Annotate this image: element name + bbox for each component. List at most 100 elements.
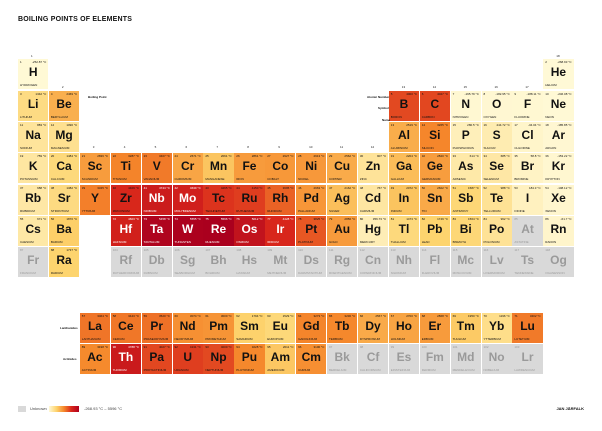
unknown-swatch	[18, 406, 26, 412]
element-name: EINSTEINIUM	[390, 368, 411, 373]
boiling-point: 2567 °C	[375, 314, 387, 318]
element-symbol: Mg	[55, 128, 73, 142]
lanthanides-label: Lanthanides	[60, 326, 78, 330]
element-name: TECHNETIUM	[205, 209, 226, 214]
element-symbol: Es	[396, 350, 412, 364]
element-cell-am: 95 2011 °C Am AMERICIUM	[265, 344, 296, 375]
atomic-number: 96	[298, 345, 302, 349]
element-cell-br: 35 58.8 °C Br BROMINE	[512, 153, 543, 184]
element-symbol: Mc	[457, 253, 475, 267]
element-symbol: Mo	[178, 191, 197, 205]
element-cell-he: 2 -268.93 °C He HELIUM	[543, 59, 574, 90]
boiling-point: 1196 °C	[499, 314, 510, 318]
unknown-label: Unknown	[30, 406, 47, 411]
element-name: GALLIUM	[390, 177, 404, 182]
element-cell-sb: 51 1587 °C Sb ANTIMONY	[450, 185, 481, 216]
element-symbol: Ni	[305, 159, 318, 173]
element-cell-re: 75 5596 °C Re RHENIUM	[203, 216, 234, 247]
boiling-point: -252.87 °C	[31, 60, 47, 64]
boiling-point: 3402 °C	[529, 314, 541, 318]
atomic-number: 40	[112, 186, 117, 190]
element-cell-ho: 67 2700 °C Ho HOLMIUM	[388, 313, 420, 344]
element-symbol: Ru	[241, 191, 258, 205]
element-name: ASTATINE	[514, 240, 529, 245]
element-cell-cn: 112 Cn COPERNICIUM	[357, 247, 389, 278]
element-cell-tb: 65 3230 °C Tb TERBIUM	[327, 313, 358, 344]
element-cell-y: 39 3345 °C Y YTTRIUM	[79, 185, 111, 216]
element-symbol: Md	[457, 350, 475, 364]
element-cell-k: 19 759 °C K POTASSIUM	[18, 153, 49, 184]
element-cell-si: 14 3265 °C Si SILICON	[419, 122, 450, 153]
atomic-number: 28	[298, 154, 302, 158]
atomic-number: 73	[143, 217, 147, 221]
element-name: LAWRENCIUM	[514, 368, 535, 373]
element-name: SELENIUM	[483, 177, 499, 182]
element-cell-th: 90 4788 °C Th THORIUM	[110, 344, 141, 375]
atomic-number: 116	[483, 248, 489, 252]
atomic-number: 70	[483, 314, 487, 318]
element-cell-pm: 61 3000 °C Pm PROMETHIUM	[203, 313, 234, 344]
element-cell-lu: 71 3402 °C Lu LUTETIUM	[512, 313, 543, 344]
element-name: GERMANIUM	[421, 177, 441, 182]
atomic-number: 109	[267, 248, 273, 252]
atomic-number: 104	[112, 248, 118, 252]
key-atomic-number: Atomic Number	[367, 95, 390, 99]
group-number: 2	[61, 85, 64, 89]
element-cell-mc: 115 Mc MOSCOVIUM	[450, 247, 481, 278]
boiling-point: 2861 °C	[251, 154, 263, 158]
atomic-number: 78	[298, 217, 302, 221]
element-symbol: He	[550, 65, 567, 79]
element-cell-f: 9 -188.11 °C F FLUORINE	[512, 91, 543, 122]
element-cell-se: 34 685 °C Se SELENIUM	[481, 153, 512, 184]
element-symbol: Lu	[520, 319, 535, 333]
atomic-number: 10	[545, 92, 549, 96]
atomic-number: 2	[545, 60, 547, 64]
key-symbol: Symbol	[378, 106, 389, 110]
element-symbol: Fl	[429, 253, 441, 267]
atomic-number: 99	[390, 345, 395, 349]
boiling-point: 2700 °C	[406, 314, 418, 318]
atomic-number: 4	[50, 92, 53, 96]
atomic-number: 1	[20, 60, 22, 64]
atomic-number: 103	[514, 345, 520, 349]
key-boiling-point: Boiling Point	[88, 95, 107, 99]
element-symbol: Kr	[551, 159, 566, 173]
group-number: 13	[401, 85, 406, 89]
element-symbol: Sc	[87, 159, 103, 173]
element-cell-pa: 91 4027 °C Pa PROTACTINIUM	[141, 344, 172, 375]
element-cell-lv: 116 Lv LIVERMORIUM	[481, 247, 512, 278]
boiling-point: 4639 °C	[189, 186, 201, 190]
atomic-number: 83	[452, 217, 456, 221]
element-name: ROENTGENIUM	[329, 271, 352, 276]
boiling-point: 3273 °C	[313, 314, 325, 318]
boiling-point: -182.95 °C	[495, 92, 510, 96]
element-name: SAMARIUM	[236, 337, 253, 342]
boiling-point: 685 °C	[500, 154, 510, 158]
boiling-point: 444.72 °C	[496, 123, 510, 127]
element-symbol: Mn	[209, 159, 228, 173]
element-symbol: Rg	[334, 253, 351, 267]
element-name: URANIUM	[174, 368, 189, 373]
element-name: MENDELEVIUM	[452, 368, 475, 373]
element-name: LEAD	[421, 240, 430, 245]
element-cell-hs: 108 Hs HASSIUM	[234, 247, 265, 278]
element-symbol: Zn	[365, 159, 381, 173]
element-symbol: Sr	[57, 191, 71, 205]
element-name: PLUTONIUM	[236, 368, 254, 373]
boiling-point: 2204 °C	[406, 154, 418, 158]
group-number: 18	[556, 54, 560, 58]
element-name: PRASEODYMIUM	[143, 337, 169, 342]
boiling-point: 3000 °C	[220, 314, 232, 318]
element-name: SCANDIUM	[81, 177, 98, 182]
boiling-point: -246.08 °C	[557, 92, 572, 96]
element-name: NIHONIUM	[390, 271, 406, 276]
atomic-number: 50	[421, 186, 426, 190]
boiling-point: 2856 °C	[344, 217, 356, 221]
boiling-point: 3695 °C	[282, 186, 294, 190]
element-symbol: Au	[334, 222, 351, 236]
element-name: LIVERMORIUM	[483, 271, 505, 276]
element-name: NEPTUNIUM	[205, 368, 224, 373]
element-symbol: Nd	[179, 319, 196, 333]
element-name: PLATINUM	[298, 240, 314, 245]
